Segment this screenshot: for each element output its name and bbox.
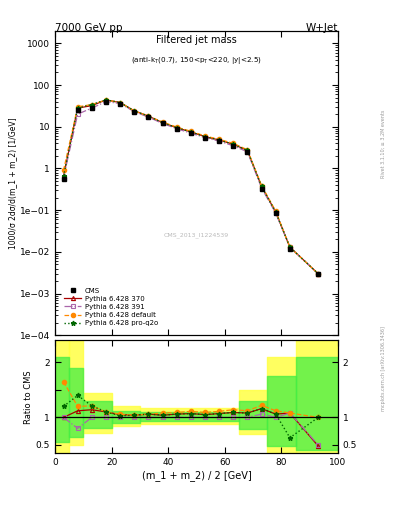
Text: 7000 GeV pp: 7000 GeV pp (55, 23, 123, 33)
Text: CMS_2013_I1224539: CMS_2013_I1224539 (164, 232, 229, 238)
Text: Filtered jet mass: Filtered jet mass (156, 35, 237, 45)
Text: Rivet 3.1.10; ≥ 3.2M events: Rivet 3.1.10; ≥ 3.2M events (381, 109, 386, 178)
Legend: CMS, Pythia 6.428 370, Pythia 6.428 391, Pythia 6.428 default, Pythia 6.428 pro-: CMS, Pythia 6.428 370, Pythia 6.428 391,… (61, 285, 161, 329)
Text: (anti-k$_\mathrm{T}$(0.7), 150<p$_\mathrm{T}$<220, |y|<2.5): (anti-k$_\mathrm{T}$(0.7), 150<p$_\mathr… (131, 55, 262, 66)
Y-axis label: Ratio to CMS: Ratio to CMS (24, 370, 33, 423)
Y-axis label: 1000/σ 2dσ/d(m_1 + m_2) [1/GeV]: 1000/σ 2dσ/d(m_1 + m_2) [1/GeV] (8, 117, 17, 249)
X-axis label: (m_1 + m_2) / 2 [GeV]: (m_1 + m_2) / 2 [GeV] (141, 470, 252, 481)
Text: W+Jet: W+Jet (306, 23, 338, 33)
Text: mcplots.cern.ch [arXiv:1306.3436]: mcplots.cern.ch [arXiv:1306.3436] (381, 326, 386, 411)
